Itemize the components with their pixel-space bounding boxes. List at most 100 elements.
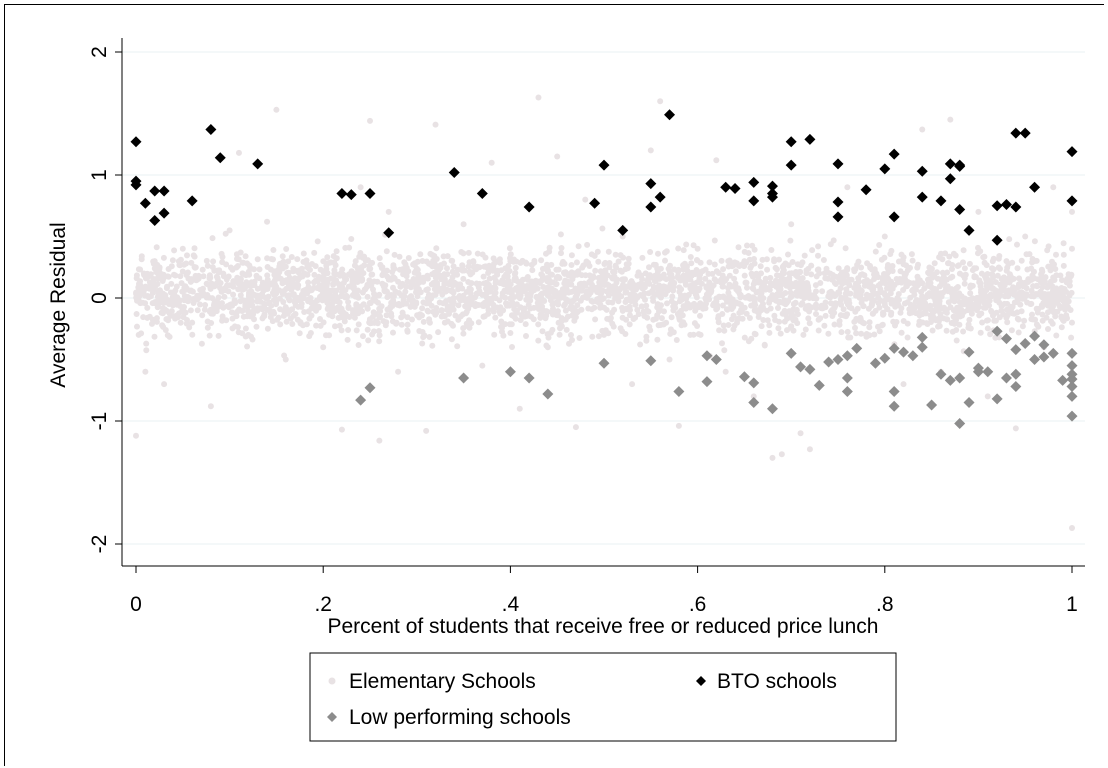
- elementary-school-point: [336, 304, 343, 310]
- elementary-school-point: [836, 321, 843, 328]
- elementary-school-point: [852, 324, 858, 331]
- elementary-school-point: [454, 271, 461, 278]
- elementary-school-point: [360, 333, 366, 340]
- elementary-school-point: [895, 258, 902, 265]
- bto-school-point: [766, 191, 778, 203]
- elementary-school-point: [688, 260, 695, 267]
- elementary-school-point: [320, 319, 327, 326]
- bto-school-point: [645, 178, 657, 190]
- elementary-school-point: [640, 293, 647, 300]
- elementary-school-point: [324, 306, 331, 312]
- elementary-school-point: [693, 267, 700, 273]
- elementary-school-point: [524, 312, 531, 319]
- elementary-school-point: [424, 272, 431, 279]
- elementary-school-point: [679, 275, 686, 282]
- elementary-school-point: [854, 305, 861, 312]
- elementary-school-point: [892, 303, 899, 310]
- elementary-school-point: [140, 314, 147, 321]
- elementary-school-point: [822, 275, 829, 282]
- elementary-school-point: [513, 301, 520, 308]
- elementary-school-point: [928, 265, 935, 272]
- low-performing-school-point: [879, 352, 891, 364]
- elementary-school-point: [240, 286, 247, 293]
- elementary-school-point: [449, 268, 456, 275]
- elementary-school-point: [647, 249, 654, 255]
- elementary-school-point: [881, 233, 888, 240]
- elementary-school-point: [194, 307, 201, 314]
- low-performing-school-point: [523, 372, 535, 384]
- elementary-school-point: [673, 337, 680, 343]
- elementary-school-point: [654, 269, 661, 276]
- elementary-school-point: [207, 403, 214, 410]
- elementary-school-point: [265, 293, 272, 300]
- elementary-school-point: [307, 295, 314, 301]
- elementary-school-point: [264, 272, 271, 279]
- elementary-school-point: [943, 316, 950, 323]
- low-performing-school-point: [804, 363, 816, 375]
- elementary-school-point: [298, 265, 305, 272]
- elementary-school-point: [872, 248, 879, 255]
- bto-school-point: [785, 159, 797, 171]
- elementary-school-point: [245, 293, 252, 300]
- elementary-school-point: [562, 301, 568, 308]
- elementary-school-point: [766, 329, 773, 336]
- elementary-school-point: [825, 330, 832, 337]
- elementary-school-point: [877, 281, 884, 287]
- elementary-school-point: [839, 280, 846, 287]
- elementary-school-point: [184, 293, 191, 300]
- elementary-school-point: [588, 298, 595, 304]
- elementary-school-point: [706, 259, 713, 266]
- low-performing-school-point: [954, 372, 966, 384]
- elementary-school-point: [541, 298, 548, 304]
- bto-school-point: [598, 159, 610, 171]
- elementary-school-point: [584, 241, 591, 248]
- elementary-school-point: [987, 331, 994, 338]
- elementary-school-point: [813, 311, 819, 317]
- elementary-school-point: [731, 275, 738, 282]
- elementary-school-point: [606, 260, 613, 266]
- elementary-school-point: [750, 393, 757, 400]
- elementary-school-point: [857, 314, 864, 321]
- low-performing-school-point: [963, 397, 975, 409]
- elementary-school-point: [661, 308, 667, 315]
- elementary-school-point: [809, 247, 816, 254]
- low-performing-school-point: [1010, 381, 1022, 393]
- elementary-school-point: [986, 302, 993, 309]
- elementary-school-point: [767, 274, 774, 281]
- elementary-school-point: [1059, 277, 1065, 284]
- elementary-school-point: [193, 277, 200, 284]
- elementary-school-point: [159, 310, 166, 317]
- elementary-school-point: [350, 310, 356, 317]
- elementary-school-point: [307, 266, 313, 273]
- bto-school-point: [832, 211, 844, 223]
- elementary-school-point: [288, 254, 295, 260]
- elementary-school-point: [376, 255, 383, 262]
- elementary-school-point: [846, 300, 853, 307]
- elementary-school-point: [915, 277, 922, 284]
- elementary-school-point: [414, 258, 421, 265]
- elementary-school-point: [949, 273, 956, 280]
- elementary-school-point: [981, 291, 988, 298]
- elementary-school-point: [626, 321, 633, 328]
- elementary-school-point: [210, 310, 216, 317]
- elementary-school-point: [242, 253, 249, 260]
- elementary-school-point: [993, 309, 1000, 316]
- elementary-school-point: [286, 292, 292, 299]
- elementary-school-point: [324, 254, 331, 261]
- elementary-school-point: [367, 300, 374, 307]
- elementary-school-point: [713, 306, 720, 313]
- low-performing-school-point: [748, 397, 760, 409]
- elementary-school-point: [367, 265, 374, 272]
- elementary-school-point: [663, 276, 670, 283]
- elementary-school-point: [343, 312, 350, 319]
- bto-school-point: [916, 165, 928, 177]
- elementary-school-point: [254, 298, 261, 305]
- elementary-school-point: [275, 267, 281, 273]
- elementary-school-point: [650, 316, 657, 323]
- elementary-school-point: [532, 279, 539, 286]
- elementary-school-point: [878, 322, 885, 329]
- elementary-school-point: [787, 324, 794, 331]
- elementary-school-point: [249, 302, 256, 309]
- elementary-school-point: [357, 303, 364, 310]
- elementary-school-point: [369, 331, 376, 338]
